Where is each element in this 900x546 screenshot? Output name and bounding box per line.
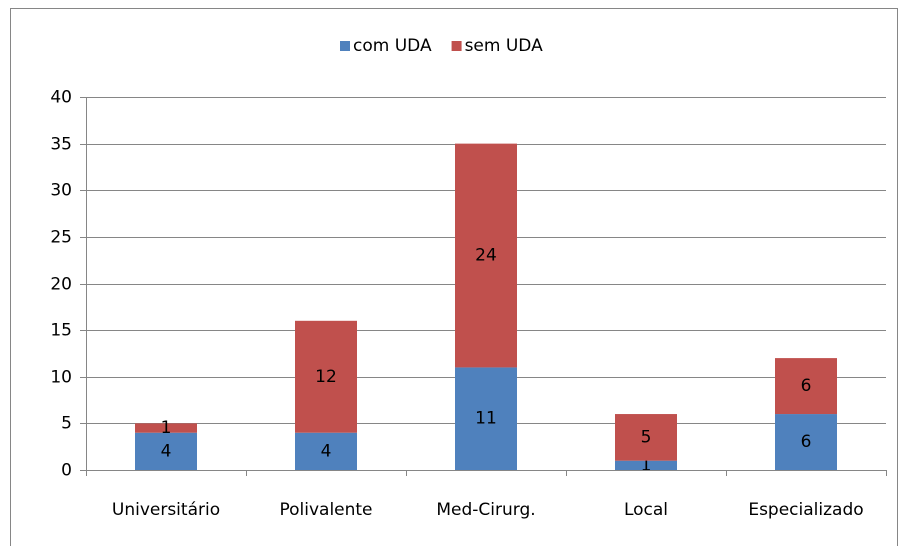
bar-segment: [135, 423, 197, 433]
data-label: 5: [641, 427, 652, 447]
data-label: 6: [801, 432, 812, 452]
bar-segment: [295, 432, 357, 470]
bar-segment: [775, 414, 837, 470]
y-tick-label: 30: [50, 181, 72, 201]
bar-segment: [615, 414, 677, 461]
y-tick-label: 0: [61, 461, 72, 481]
data-label: 11: [475, 409, 497, 429]
data-label: 1: [641, 455, 652, 475]
bar-segment: [615, 460, 677, 470]
data-label: 4: [321, 441, 332, 461]
data-label: 4: [161, 441, 172, 461]
bar-segment: [775, 358, 837, 415]
legend-swatch: [451, 41, 462, 51]
legend-label: com UDA: [353, 36, 432, 56]
bar-segment: [295, 320, 357, 433]
y-tick-label: 25: [50, 228, 72, 248]
legend-swatch: [340, 41, 350, 51]
x-tick-label: Med-Cirurg.: [436, 500, 535, 520]
data-label: 24: [475, 246, 497, 266]
y-tick-label: 20: [50, 275, 72, 295]
data-label: 12: [315, 367, 337, 387]
x-tick-label: Universitário: [112, 500, 220, 520]
x-tick-label: Especializado: [748, 500, 863, 520]
legend-label: sem UDA: [465, 36, 544, 56]
data-label: 6: [801, 376, 812, 396]
bar-segment: [455, 367, 517, 470]
y-tick-label: 15: [50, 321, 72, 341]
bar-segment: [135, 432, 197, 470]
y-tick-label: 35: [50, 135, 72, 155]
x-tick-label: Local: [624, 500, 668, 520]
y-tick-label: 5: [61, 414, 72, 434]
y-tick-label: 40: [50, 88, 72, 108]
bar-segment: [455, 143, 517, 368]
data-label: 1: [161, 418, 172, 438]
y-tick-label: 10: [50, 368, 72, 388]
x-tick-label: Polivalente: [279, 500, 372, 520]
